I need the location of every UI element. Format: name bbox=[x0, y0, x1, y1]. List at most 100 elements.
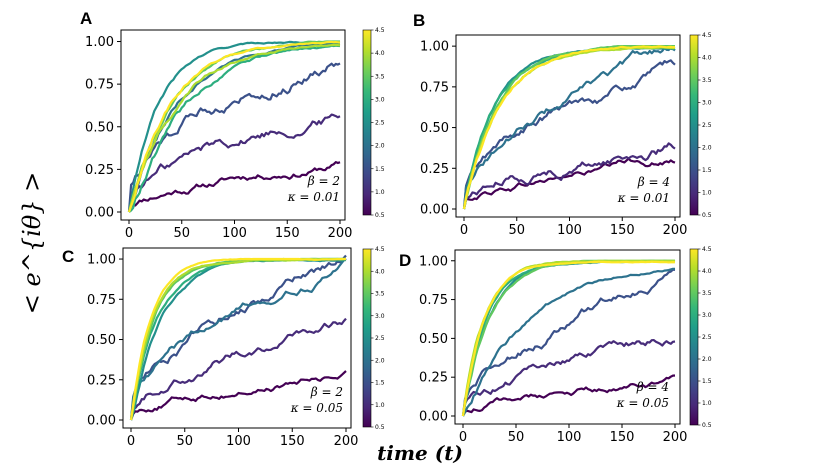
series-line-c1-5 bbox=[129, 254, 347, 421]
series-line-c1 bbox=[127, 113, 341, 213]
x-tick-label: 100 bbox=[557, 430, 582, 445]
plot-frame bbox=[454, 249, 681, 425]
panel-annotation: β = 4 bbox=[637, 175, 670, 189]
series-line-c2 bbox=[462, 46, 676, 210]
series-line-c1-5 bbox=[461, 268, 676, 417]
x-tick-label: 100 bbox=[226, 434, 251, 449]
y-tick-label: 0.75 bbox=[87, 293, 116, 308]
series-line-c0-5 bbox=[127, 161, 341, 213]
colorbar-tick-label: 3.5 bbox=[375, 291, 385, 298]
colorbar-tick-label: 2.0 bbox=[375, 143, 385, 150]
colorbar-tick-label: 2.0 bbox=[702, 356, 712, 363]
plot-frame bbox=[120, 29, 346, 221]
series-line-c1 bbox=[461, 339, 676, 417]
panel-label: C bbox=[62, 247, 74, 266]
colorbar-tick-label: 3.5 bbox=[702, 290, 712, 297]
colorbar-tick-label: 1.0 bbox=[375, 189, 385, 196]
colorbar-tick-label: 1.0 bbox=[375, 402, 385, 409]
colorbar-tick-label: 2.5 bbox=[375, 120, 385, 127]
panel-annotation: β = 2 bbox=[310, 385, 343, 399]
x-tick-label: 0 bbox=[125, 226, 133, 241]
colorbar-tick-label: 0.5 bbox=[375, 212, 385, 219]
y-tick-label: 0.75 bbox=[420, 80, 449, 95]
x-tick-label: 150 bbox=[610, 430, 635, 445]
y-tick-label: 0.00 bbox=[419, 410, 448, 425]
colorbar-tick-label: 4.0 bbox=[375, 268, 385, 275]
panel-d: 0.00 0.25 0.50 0.75 1.00 0 50 100 150 200 Dβ = 4 κ … bbox=[399, 246, 712, 445]
series-line-c1 bbox=[129, 317, 347, 421]
series-line-c2 bbox=[462, 267, 675, 417]
colorbar-tick-label: 4.5 bbox=[375, 27, 385, 34]
panel-c: 0.00 0.25 0.50 0.75 1.00 0 50 100 150 200 Cβ = 2 κ … bbox=[62, 246, 385, 449]
x-tick-label: 200 bbox=[328, 226, 353, 241]
colorbar bbox=[362, 29, 372, 216]
panel-label: D bbox=[399, 251, 411, 270]
series-line-c1-5 bbox=[127, 62, 341, 213]
colorbar-tick-label: 4.0 bbox=[702, 268, 712, 275]
panel-annotation: κ = 0.05 bbox=[616, 396, 669, 410]
x-tick-label: 150 bbox=[280, 434, 305, 449]
colorbar-tick-label: 0.5 bbox=[375, 424, 385, 431]
colorbar-tick-label: 0.5 bbox=[702, 422, 712, 429]
colorbar-tick-label: 0.5 bbox=[702, 212, 712, 219]
colorbar-tick-label: 1.5 bbox=[375, 380, 385, 387]
colorbar bbox=[689, 34, 699, 216]
series-line-c0-5 bbox=[462, 374, 676, 417]
x-tick-label: 200 bbox=[334, 434, 359, 449]
x-tick-label: 150 bbox=[610, 223, 635, 238]
colorbar-tick-label: 2.0 bbox=[375, 357, 385, 364]
colorbar-tick-label: 2.5 bbox=[702, 122, 712, 129]
colorbar-tick-label: 4.0 bbox=[702, 55, 712, 62]
series-line-c4-5 bbox=[129, 257, 346, 421]
colorbar-tick-label: 3.0 bbox=[702, 100, 712, 107]
series-line-c4-5 bbox=[461, 260, 676, 417]
colorbar-tick-label: 3.5 bbox=[702, 77, 712, 84]
x-tick-label: 200 bbox=[663, 430, 688, 445]
series-line-c1 bbox=[462, 142, 676, 210]
y-tick-label: 0.75 bbox=[419, 293, 448, 308]
panel-b: 0.00 0.25 0.50 0.75 1.00 0 50 100 150 200 Bβ = 4 κ … bbox=[413, 11, 712, 238]
colorbar-tick-label: 2.5 bbox=[375, 335, 385, 342]
x-tick-label: 0 bbox=[127, 434, 135, 449]
colorbar-tick-label: 1.0 bbox=[702, 190, 712, 197]
y-tick-label: 0.50 bbox=[85, 120, 114, 135]
x-tick-label: 200 bbox=[663, 223, 688, 238]
y-tick-label: 0.25 bbox=[419, 371, 448, 386]
colorbar-tick-label: 3.5 bbox=[375, 73, 385, 80]
colorbar-tick-label: 4.5 bbox=[375, 246, 385, 253]
colorbar-tick-label: 3.0 bbox=[375, 96, 385, 103]
y-tick-label: 1.00 bbox=[420, 40, 449, 55]
colorbar-tick-label: 4.5 bbox=[702, 246, 712, 253]
colorbar-tick-label: 2.5 bbox=[702, 334, 712, 341]
y-tick-label: 0.00 bbox=[420, 203, 449, 218]
colorbar-tick-label: 1.5 bbox=[375, 166, 385, 173]
x-tick-label: 100 bbox=[557, 223, 582, 238]
y-tick-label: 1.00 bbox=[87, 253, 116, 268]
panel-annotation: β = 4 bbox=[636, 380, 669, 394]
y-tick-label: 0.00 bbox=[85, 206, 114, 221]
panel-label: B bbox=[413, 11, 425, 30]
panel-annotation: κ = 0.01 bbox=[287, 190, 340, 204]
colorbar bbox=[689, 248, 699, 426]
x-tick-label: 0 bbox=[460, 223, 468, 238]
x-tick-label: 100 bbox=[222, 226, 247, 241]
colorbar-tick-label: 2.0 bbox=[702, 145, 712, 152]
series-line-c4-5 bbox=[462, 45, 676, 210]
colorbar-tick-label: 3.0 bbox=[375, 313, 385, 320]
y-tick-label: 0.00 bbox=[87, 414, 116, 429]
x-tick-label: 50 bbox=[508, 223, 525, 238]
y-axis-label: < e^{iθ} > bbox=[18, 172, 46, 314]
y-tick-label: 1.00 bbox=[85, 35, 114, 50]
y-tick-label: 0.25 bbox=[87, 373, 116, 388]
series-line-c2 bbox=[129, 257, 347, 421]
series-line-c4 bbox=[127, 43, 341, 213]
colorbar-tick-label: 1.5 bbox=[702, 378, 712, 385]
plot-frame bbox=[122, 247, 352, 429]
colorbar-tick-label: 1.0 bbox=[702, 400, 712, 407]
x-tick-label: 50 bbox=[176, 434, 193, 449]
series-line-c1-5 bbox=[462, 59, 676, 210]
panel-a: 0.00 0.25 0.50 0.75 1.00 0 50 100 150 200 Aβ = 2 κ … bbox=[80, 9, 385, 241]
colorbar-tick-label: 3.0 bbox=[702, 312, 712, 319]
colorbar-tick-label: 1.5 bbox=[702, 167, 712, 174]
y-tick-label: 0.25 bbox=[85, 163, 114, 178]
